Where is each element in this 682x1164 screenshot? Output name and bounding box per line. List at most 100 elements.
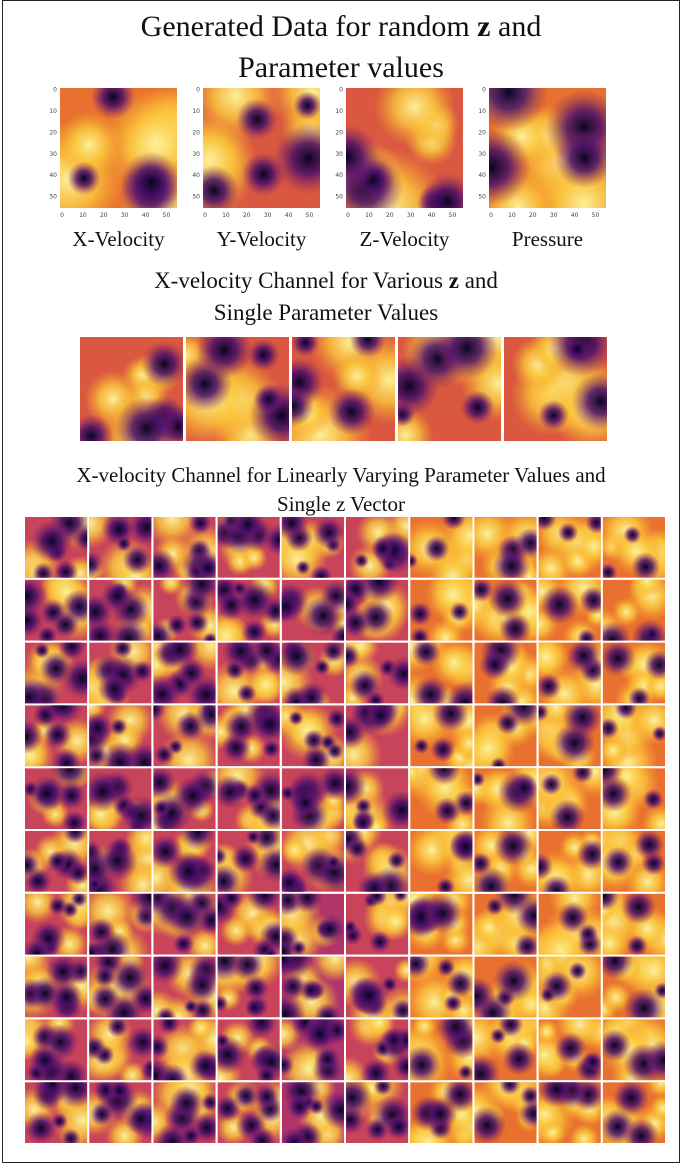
title-part: z <box>449 268 459 293</box>
heatmap-blob <box>313 516 346 549</box>
title-part: and <box>459 268 498 293</box>
x-tick-label: 0 <box>203 212 207 219</box>
heatmap-blob <box>322 639 346 663</box>
heatmap-blob <box>253 1083 280 1110</box>
heatmap-blob <box>245 829 261 845</box>
section2-title: Single Parameter Values <box>214 300 438 325</box>
heatmap-blob <box>370 536 395 561</box>
heatmap <box>81 768 162 836</box>
heatmap-blob <box>413 738 429 754</box>
heatmap-blob <box>278 1127 310 1159</box>
x-tick-label: 40 <box>571 212 579 219</box>
x-tick-label: 40 <box>142 212 150 219</box>
x-tick-label: 10 <box>222 212 230 219</box>
heatmap-blob <box>468 1106 507 1145</box>
heatmap-blob <box>234 579 275 620</box>
heatmap-blob <box>46 954 82 990</box>
heatmap-blob <box>502 1042 536 1076</box>
heatmap-blob <box>623 1118 659 1154</box>
heatmap-blob <box>385 1113 412 1140</box>
heatmap-blob <box>224 659 245 680</box>
heatmap-blob <box>131 660 154 683</box>
heatmap-blob <box>553 722 595 764</box>
heatmap-blob <box>87 876 102 891</box>
heatmap <box>588 1067 677 1159</box>
heatmap-blob <box>626 935 648 957</box>
title-part: Generated Data for random <box>141 10 478 43</box>
heatmap-blob <box>98 672 131 705</box>
x-tick-label: 0 <box>346 212 350 219</box>
heatmap-blob <box>328 388 376 436</box>
heatmap-blob <box>24 1112 57 1145</box>
heatmap-blob <box>621 889 657 925</box>
heatmap-blob <box>67 162 100 195</box>
heatmap-blob <box>514 933 540 959</box>
heatmap-blob <box>288 710 304 726</box>
heatmap-blob <box>368 931 391 954</box>
heatmap-blob <box>486 897 504 915</box>
heatmap-blob <box>124 1102 157 1135</box>
x-tick-label: 50 <box>306 212 314 219</box>
heatmap-blob <box>230 506 266 542</box>
heatmap-blob <box>557 902 589 934</box>
heatmap <box>10 74 215 249</box>
heatmap-blob <box>7 575 48 616</box>
heatmap-blob <box>408 602 433 627</box>
heatmap-blob <box>540 773 562 795</box>
x-tick-label: 40 <box>285 212 293 219</box>
heatmap-blob <box>387 851 407 871</box>
heatmap-blob <box>31 520 73 562</box>
heatmap-blob <box>243 783 267 807</box>
heatmap-blob <box>116 535 132 551</box>
heatmap <box>529 506 614 590</box>
heatmap-blob <box>326 708 348 730</box>
y-tick-label: 30 <box>49 151 57 158</box>
heatmap-blob <box>631 552 661 582</box>
heatmap-blob <box>187 1014 215 1042</box>
y-tick-label: 40 <box>335 172 343 179</box>
y-tick-label: 50 <box>335 194 343 201</box>
y-tick-label: 0 <box>53 87 57 94</box>
heatmap-blob <box>189 1049 222 1082</box>
y-tick-label: 10 <box>478 108 486 115</box>
heatmap <box>69 337 199 483</box>
heatmap-blob <box>554 1032 586 1064</box>
heatmap-blob <box>273 123 344 194</box>
heatmap-blob <box>236 98 278 140</box>
heatmap-blob <box>493 960 535 1002</box>
heatmap-blob <box>469 852 492 875</box>
heatmap-blob <box>13 852 40 879</box>
x-tick-label: 30 <box>264 212 272 219</box>
heatmap-blob <box>420 173 476 229</box>
heatmap-blob <box>308 1098 325 1115</box>
heatmap-blob <box>277 637 316 676</box>
heatmap-blob <box>623 526 641 544</box>
y-tick-label: 20 <box>49 129 57 136</box>
heatmap-blob <box>57 781 86 810</box>
heatmap-blob <box>563 335 592 364</box>
heatmap-blob <box>652 726 668 742</box>
heatmap-blob <box>184 999 199 1014</box>
y-tick-label: 10 <box>49 108 57 115</box>
heatmap-blob <box>115 397 178 460</box>
x-tick-label: 10 <box>79 212 87 219</box>
heatmap-blob <box>488 579 527 618</box>
heatmap-blob <box>28 1044 61 1077</box>
heatmap-blob <box>582 1051 604 1073</box>
heatmap-blob <box>510 773 539 802</box>
y-tick-label: 40 <box>478 172 486 179</box>
heatmap-blob <box>247 339 279 371</box>
heatmap-blob <box>566 638 601 673</box>
title-part: and <box>491 10 542 43</box>
heatmap-blob <box>201 1093 220 1112</box>
heatmap-blob <box>107 1078 132 1103</box>
heatmap-blob <box>51 610 79 638</box>
heatmap-blob <box>91 74 136 119</box>
heatmap-blob <box>314 1045 341 1072</box>
heatmap-blob <box>442 1077 478 1113</box>
heatmap-blob <box>602 847 633 878</box>
heatmap-blob <box>654 982 671 999</box>
x-tick-label: 10 <box>508 212 516 219</box>
title-part: z <box>477 10 490 43</box>
heatmap-blob <box>166 614 188 636</box>
